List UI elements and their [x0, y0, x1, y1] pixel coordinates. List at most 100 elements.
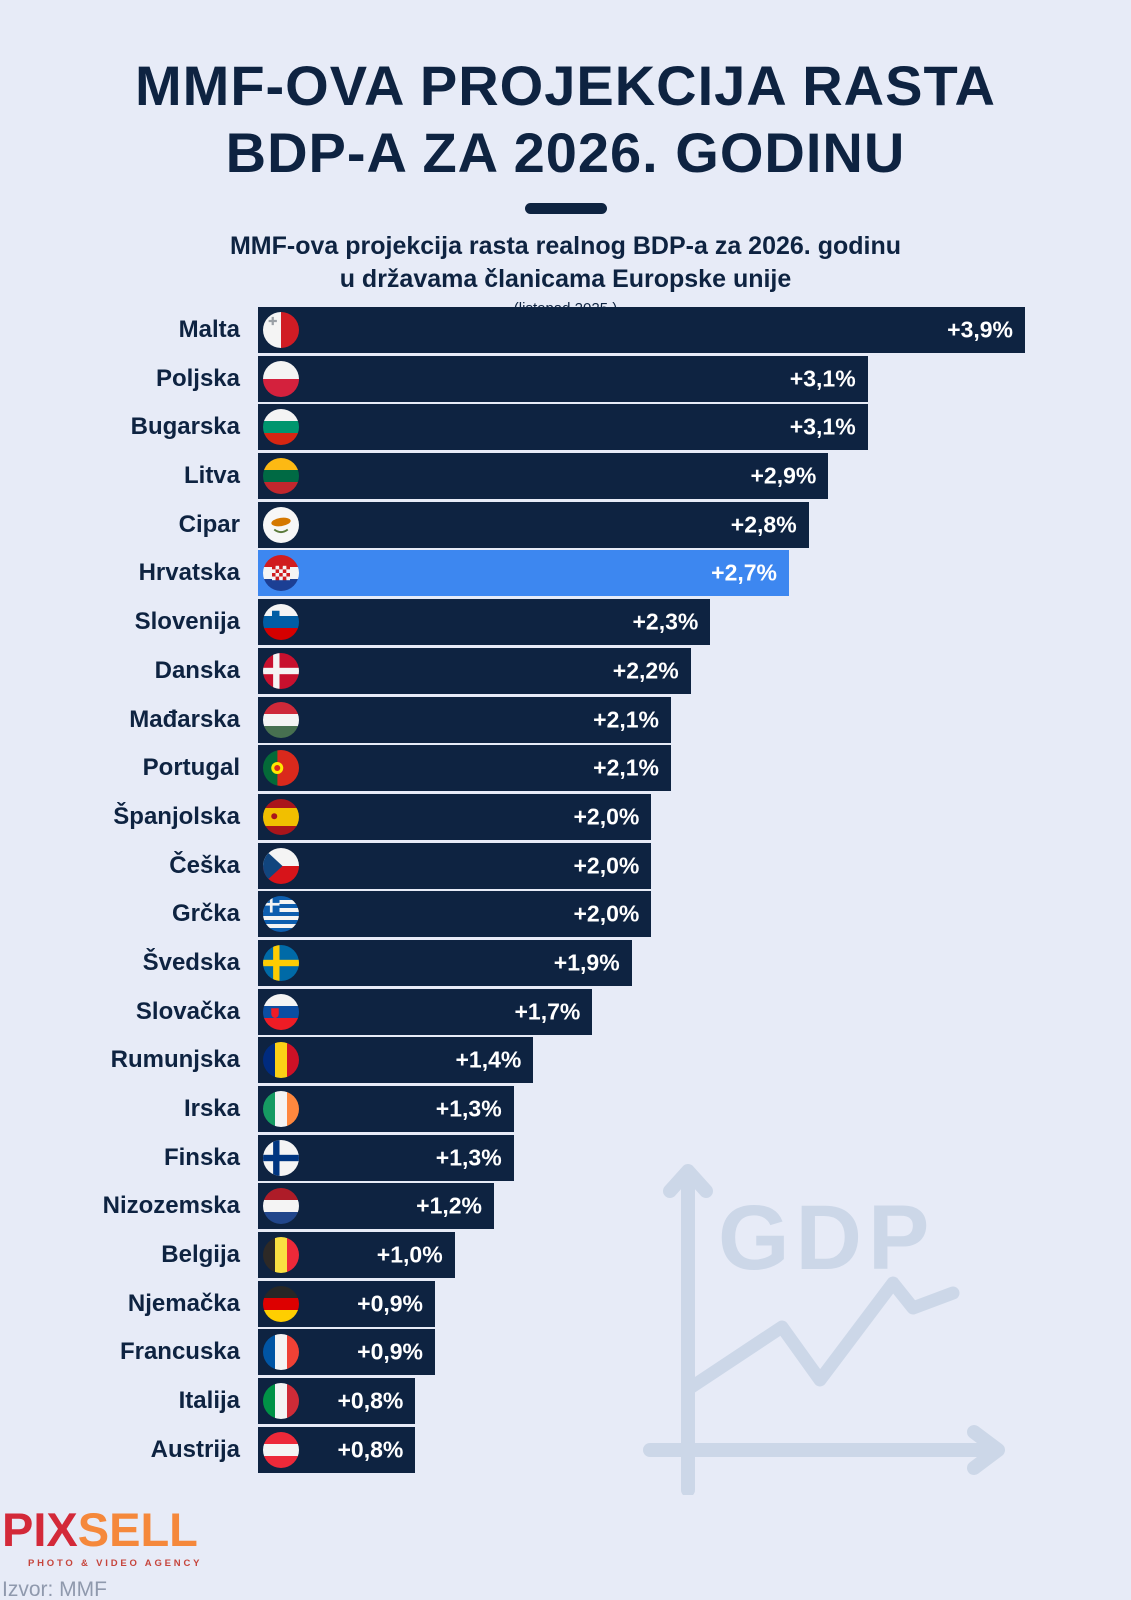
country-row: Grčka +2,0%: [0, 891, 1025, 938]
logo-pix-text: PIX: [2, 1503, 78, 1556]
gdp-value: +3,9%: [947, 316, 1013, 343]
gdp-value: +1,9%: [553, 949, 620, 976]
gdp-bar: +3,9%: [258, 307, 1025, 353]
country-row: Rumunjska +1,4%: [0, 1037, 1025, 1084]
country-row: Slovenija +2,3%: [0, 599, 1025, 646]
watermark-trend-line: [683, 1276, 960, 1395]
country-row: Danska +2,2%: [0, 647, 1025, 694]
gdp-bar: +1,2%: [258, 1183, 494, 1230]
country-label: Danska: [154, 656, 240, 684]
flag-icon--e-ka: [263, 847, 299, 884]
flag-icon-hrvatska: [263, 555, 299, 592]
flag-icon-belgija: [263, 1237, 299, 1274]
gdp-value: +0,8%: [337, 1387, 404, 1414]
flag-icon-slovenija: [263, 604, 299, 641]
country-label: Italija: [178, 1387, 240, 1415]
country-label: Malta: [178, 316, 240, 343]
flag-icon-njema-ka: [263, 1285, 299, 1322]
country-label: Španjolska: [113, 802, 240, 830]
page-title: MMF-OVA PROJEKCIJA RASTA BDP-A ZA 2026. …: [0, 52, 1131, 186]
gdp-bar: +3,1%: [258, 404, 868, 451]
country-label: Švedska: [142, 948, 240, 976]
country-row: Nizozemska +1,2%: [0, 1183, 1025, 1230]
flag-icon-ma-arska: [263, 701, 299, 738]
agency-logo-tagline: PHOTO & VIDEO AGENCY: [28, 1558, 203, 1569]
flag-icon-rumunjska: [263, 1042, 299, 1079]
flag-icon-portugal: [263, 750, 299, 787]
country-row: Švedska +1,9%: [0, 939, 1025, 986]
gdp-value: +2,0%: [573, 852, 640, 879]
gdp-bar: +2,7%: [258, 550, 789, 597]
country-label: Slovenija: [134, 608, 240, 636]
gdp-bar: +0,9%: [258, 1329, 435, 1376]
title-divider: [524, 203, 607, 215]
gdp-value: +0,9%: [357, 1338, 423, 1365]
flag-icon-italija: [263, 1383, 299, 1420]
gdp-bar: +0,8%: [258, 1378, 416, 1425]
country-row: Hrvatska +2,7%: [0, 550, 1025, 597]
logo-sell-text: SELL: [77, 1503, 198, 1556]
flag-icon-austrija: [263, 1431, 299, 1468]
gdp-value: +2,3%: [632, 608, 699, 635]
gdp-value: +2,1%: [593, 706, 659, 732]
country-label: Austrija: [150, 1435, 240, 1463]
flag-icon-slova-ka: [263, 993, 299, 1030]
flag-icon-francuska: [263, 1334, 299, 1371]
page-title-line1: MMF-OVA PROJEKCIJA RASTA: [135, 54, 996, 117]
gdp-bar: +2,9%: [258, 453, 829, 500]
country-row: Litva +2,9%: [0, 453, 1025, 500]
flag-icon--panjolska: [263, 798, 299, 835]
country-label: Slovačka: [135, 997, 240, 1025]
gdp-bar: +2,1%: [258, 696, 671, 743]
country-row: Belgija +1,0%: [0, 1232, 1025, 1279]
country-row: Austrija +0,8%: [0, 1426, 1025, 1473]
country-label: Poljska: [155, 364, 240, 392]
country-row: Španjolska +2,0%: [0, 793, 1025, 840]
country-label: Belgija: [161, 1241, 240, 1269]
gdp-bar: +2,3%: [258, 599, 711, 646]
flag-icon-nizozemska: [263, 1188, 299, 1225]
gdp-bar: +0,8%: [258, 1426, 416, 1473]
gdp-bar: +2,8%: [258, 501, 809, 548]
gdp-value: +2,2%: [612, 657, 679, 684]
country-row: Češka +2,0%: [0, 842, 1025, 889]
country-label: Portugal: [142, 754, 240, 782]
gdp-bar: +2,2%: [258, 647, 691, 694]
gdp-bar: +1,3%: [258, 1086, 514, 1132]
gdp-bar: +0,9%: [258, 1280, 435, 1327]
country-label: Bugarska: [130, 413, 240, 441]
gdp-bar: +2,1%: [258, 745, 671, 792]
flag-icon-cipar: [263, 506, 299, 543]
country-label: Mađarska: [129, 705, 240, 733]
gdp-value: +1,2%: [416, 1192, 482, 1219]
gdp-bar-chart: Malta +3,9% Poljska +3,1% Bugarska +3,1% Litva…: [0, 307, 1025, 1476]
country-label: Njemačka: [127, 1289, 240, 1317]
country-row: Francuska +0,9%: [0, 1329, 1025, 1376]
gdp-value: +2,0%: [573, 803, 640, 830]
flag-icon-irska: [263, 1091, 299, 1127]
source-note: Izvor: MMF: [2, 1578, 107, 1600]
gdp-value: +2,0%: [573, 900, 640, 927]
gdp-value: +2,7%: [711, 559, 777, 586]
flag-icon-bugarska: [263, 409, 299, 446]
gdp-value: +3,1%: [789, 365, 856, 392]
gdp-bar: +2,0%: [258, 842, 652, 889]
gdp-value: +0,9%: [357, 1290, 423, 1317]
country-row: Portugal +2,1%: [0, 745, 1025, 792]
flag-icon-finska: [263, 1139, 299, 1176]
country-label: Hrvatska: [138, 559, 240, 587]
country-row: Malta +3,9%: [0, 307, 1025, 353]
agency-logo: PIXSELL PHOTO & VIDEO AGENCY: [2, 1506, 202, 1569]
country-row: Bugarska +3,1%: [0, 404, 1025, 451]
country-row: Irska +1,3%: [0, 1086, 1025, 1132]
country-row: Slovačka +1,7%: [0, 988, 1025, 1035]
flag-icon-poljska: [263, 360, 299, 397]
watermark-x-arrow: [967, 1425, 1005, 1475]
gdp-bar: +1,0%: [258, 1232, 455, 1279]
watermark-gdp-label: GDP: [718, 1187, 935, 1289]
country-label: Cipar: [178, 510, 240, 538]
country-label: Litva: [183, 462, 240, 490]
country-label: Češka: [169, 851, 240, 879]
gdp-value: +1,7%: [514, 998, 581, 1025]
chart-subtitle-line1: MMF-ova projekcija rasta realnog BDP-a z…: [229, 232, 901, 261]
